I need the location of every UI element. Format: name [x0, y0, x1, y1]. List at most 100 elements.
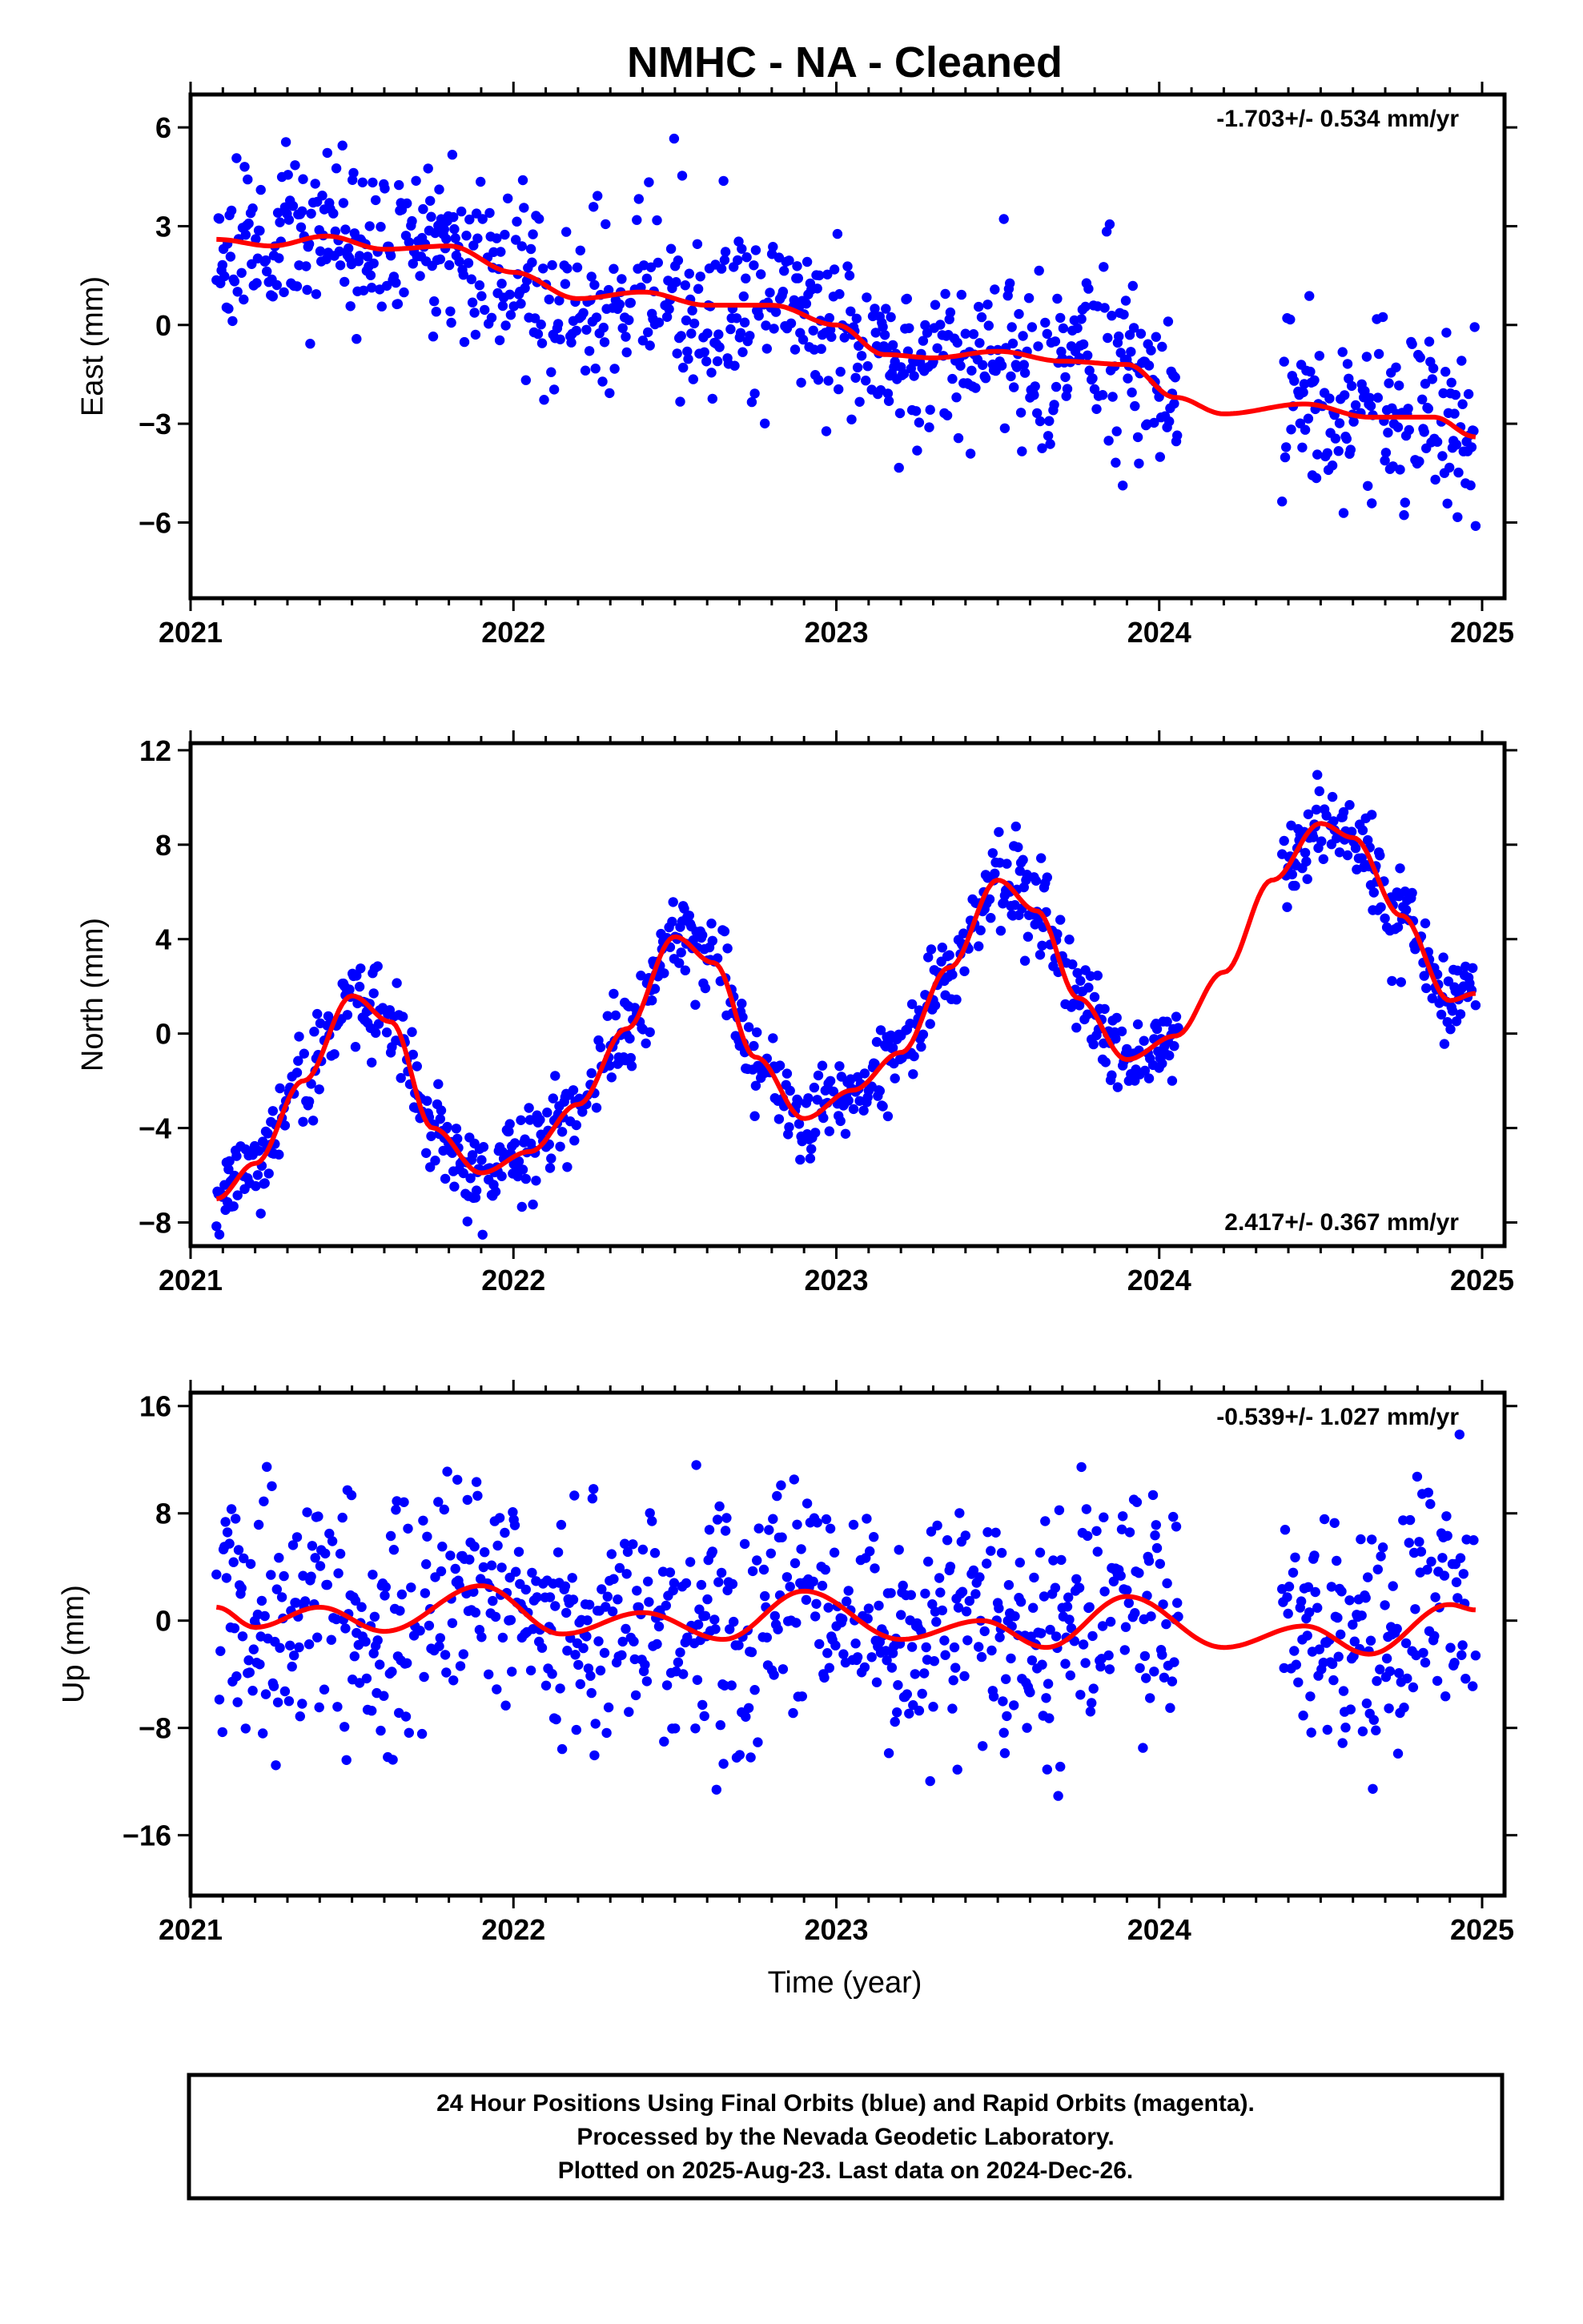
- up-data-point: [551, 1714, 561, 1725]
- up-data-point: [1045, 1624, 1055, 1635]
- north-data-point: [1470, 1000, 1481, 1011]
- north-data-point: [659, 968, 669, 979]
- east-data-point: [760, 418, 770, 428]
- up-data-point: [375, 1659, 385, 1670]
- up-data-point: [573, 1659, 584, 1671]
- up-data-point: [255, 1659, 265, 1670]
- up-data-point: [988, 1691, 999, 1702]
- up-data-point: [1116, 1524, 1127, 1535]
- north-data-point: [781, 1068, 793, 1079]
- east-data-point: [1083, 283, 1094, 294]
- up-data-point: [247, 1686, 258, 1696]
- east-data-point: [430, 227, 440, 239]
- up-data-point: [221, 1573, 232, 1583]
- east-y-tick-label: 3: [155, 210, 171, 243]
- east-data-point: [532, 328, 544, 340]
- east-data-point: [680, 280, 690, 291]
- up-data-point: [1368, 1715, 1380, 1725]
- up-data-point: [1410, 1604, 1420, 1614]
- east-data-point: [1119, 309, 1129, 320]
- east-data-point: [1334, 418, 1345, 428]
- up-data-point: [1071, 1574, 1082, 1585]
- east-data-point: [1111, 457, 1121, 468]
- up-data-point: [960, 1530, 971, 1541]
- east-data-point: [445, 306, 456, 316]
- east-data-point: [411, 175, 421, 186]
- up-data-point: [1357, 1726, 1368, 1737]
- east-data-point: [714, 342, 725, 352]
- up-data-point: [1377, 1542, 1388, 1553]
- east-data-point: [598, 322, 609, 333]
- up-data-point: [719, 1680, 730, 1691]
- east-data-point: [652, 215, 662, 226]
- north-data-point: [451, 1124, 462, 1134]
- east-data-point: [1364, 392, 1375, 403]
- east-data-point: [380, 183, 390, 194]
- north-data-point: [1002, 858, 1012, 869]
- up-data-point: [1289, 1646, 1300, 1656]
- east-data-point: [1404, 424, 1415, 436]
- north-data-point: [1375, 850, 1385, 861]
- up-data-point: [986, 1546, 996, 1556]
- north-data-point: [824, 1126, 835, 1136]
- up-data-point: [772, 1490, 782, 1502]
- east-y-tick-label: −6: [139, 506, 171, 539]
- east-data-point: [947, 373, 958, 384]
- east-data-point: [846, 414, 857, 424]
- up-data-point: [865, 1546, 875, 1557]
- east-data-point: [1281, 442, 1292, 452]
- up-data-point: [1298, 1711, 1308, 1721]
- north-data-point: [252, 1170, 263, 1180]
- east-data-point: [1154, 392, 1164, 402]
- north-data-point: [478, 1142, 489, 1152]
- up-data-point: [1302, 1630, 1312, 1641]
- up-data-point: [231, 1514, 241, 1524]
- up-data-point: [906, 1590, 917, 1600]
- east-data-point: [1348, 416, 1359, 427]
- up-data-point: [1318, 1657, 1329, 1668]
- east-data-point: [692, 239, 703, 249]
- up-data-point: [319, 1684, 330, 1695]
- east-data-point: [364, 221, 375, 231]
- east-data-point: [614, 299, 625, 310]
- north-data-point: [647, 995, 657, 1006]
- up-data-point: [852, 1652, 863, 1663]
- north-data-point: [412, 1061, 422, 1072]
- north-data-point: [871, 1036, 882, 1047]
- up-data-point: [597, 1584, 607, 1594]
- east-data-point: [219, 271, 230, 282]
- east-data-point: [914, 417, 925, 428]
- north-data-point: [1143, 1073, 1155, 1084]
- north-data-point: [452, 1133, 463, 1144]
- up-data-point: [346, 1490, 357, 1501]
- east-data-point: [504, 289, 515, 300]
- north-data-point: [958, 928, 969, 939]
- north-data-point: [356, 963, 366, 974]
- up-ticks: 2021 2022 2023 2024 2025 16 8 0 −8 −16: [123, 1380, 1517, 1946]
- east-data-point: [591, 312, 602, 323]
- east-data-point: [1155, 452, 1166, 462]
- up-data-point: [224, 1538, 235, 1549]
- up-data-point: [416, 1728, 428, 1739]
- east-data-point: [311, 289, 322, 300]
- north-data-point: [737, 1011, 748, 1023]
- north-data-point: [626, 1061, 637, 1072]
- east-data-point: [232, 287, 243, 297]
- north-data-point: [1074, 1000, 1085, 1011]
- east-data-point: [894, 408, 906, 419]
- up-data-point: [886, 1663, 898, 1673]
- up-data-point: [399, 1497, 409, 1508]
- up-data-point: [929, 1656, 940, 1667]
- east-data-point: [511, 235, 521, 245]
- east-data-point: [1417, 394, 1428, 404]
- east-data-point: [653, 317, 665, 328]
- east-data-point: [844, 270, 855, 281]
- up-data-point: [741, 1711, 751, 1722]
- up-data-point: [1064, 1614, 1075, 1625]
- up-data-point: [1097, 1621, 1108, 1631]
- east-data-point: [1341, 433, 1352, 444]
- up-data-point: [1168, 1511, 1179, 1522]
- north-data-point: [1100, 1057, 1111, 1068]
- up-data-point: [976, 1651, 987, 1663]
